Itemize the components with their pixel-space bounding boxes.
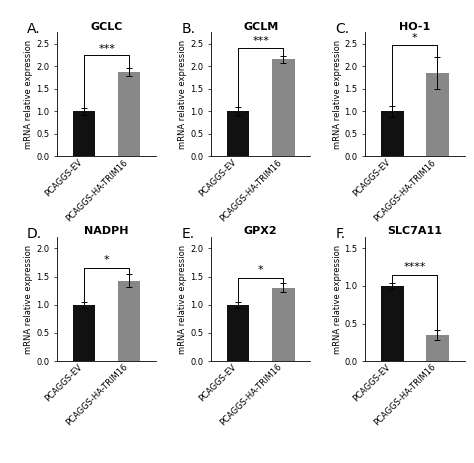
Bar [426, 335, 449, 361]
Title: HO-1: HO-1 [399, 22, 430, 31]
Y-axis label: mRNA relative expression: mRNA relative expression [24, 244, 33, 354]
Text: ****: **** [403, 263, 426, 272]
Text: F.: F. [335, 227, 346, 241]
Text: *: * [412, 33, 418, 43]
Bar [272, 59, 295, 156]
Title: SLC7A11: SLC7A11 [387, 226, 442, 236]
Y-axis label: mRNA relative expression: mRNA relative expression [333, 40, 342, 149]
Text: *: * [104, 255, 109, 265]
Text: ***: *** [98, 44, 115, 54]
Bar [73, 305, 95, 361]
Bar [227, 111, 249, 156]
Bar [118, 281, 140, 361]
Text: D.: D. [27, 227, 42, 241]
Text: ***: *** [252, 37, 269, 46]
Title: GCLC: GCLC [91, 22, 123, 31]
Y-axis label: mRNA relative expression: mRNA relative expression [178, 40, 187, 149]
Y-axis label: mRNA relative expression: mRNA relative expression [178, 244, 187, 354]
Bar [227, 305, 249, 361]
Text: A.: A. [27, 23, 41, 37]
Title: GPX2: GPX2 [244, 226, 277, 236]
Title: GCLM: GCLM [243, 22, 278, 31]
Bar [118, 72, 140, 156]
Y-axis label: mRNA relative expression: mRNA relative expression [24, 40, 33, 149]
Bar [426, 73, 449, 156]
Bar [73, 111, 95, 156]
Text: E.: E. [181, 227, 194, 241]
Text: C.: C. [335, 23, 349, 37]
Y-axis label: mRNA relative expression: mRNA relative expression [333, 244, 342, 354]
Text: B.: B. [181, 23, 195, 37]
Bar [381, 286, 403, 361]
Title: NADPH: NADPH [84, 226, 129, 236]
Bar [272, 288, 295, 361]
Text: *: * [258, 265, 264, 275]
Bar [381, 111, 403, 156]
